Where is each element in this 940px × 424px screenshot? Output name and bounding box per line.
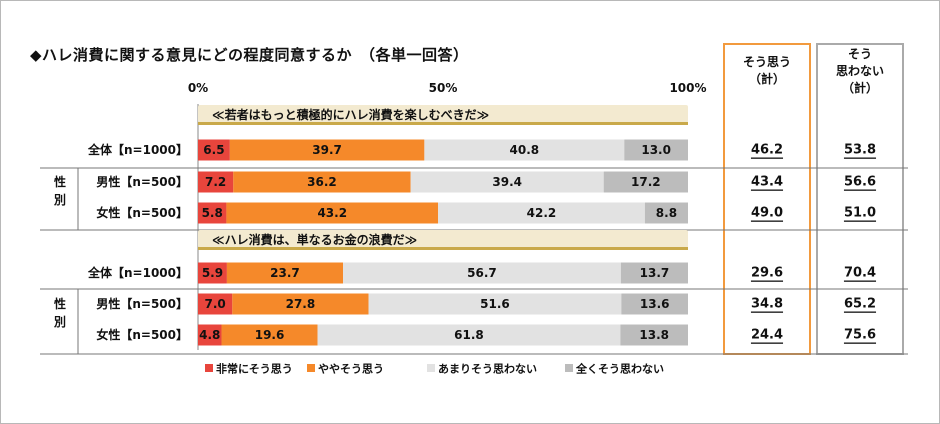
disagree-total-value: 51.0 [844,206,876,221]
bar-segment [226,262,344,284]
bar-data-label: 7.2 [205,175,226,189]
disagree-total-value: 53.8 [844,143,876,158]
row-label: 女性【n=500】 [96,327,188,342]
bar-data-label: 6.5 [203,143,224,157]
bar-segment [198,202,227,224]
bar-data-label: 42.2 [527,206,557,220]
bar-segment [317,324,621,346]
row-label: 全体【n=1000】 [87,142,188,157]
bar-data-label: 36.2 [307,175,337,189]
bar-data-label: 17.2 [631,175,661,189]
bar-segment [233,171,411,193]
bar-data-label: 19.6 [255,328,285,342]
disagree-header-line-2: 思わない [835,64,884,78]
legend-swatch [205,364,213,372]
bar-data-label: 40.8 [510,143,540,157]
bar-data-label: 8.8 [656,206,677,220]
bar-data-label: 7.0 [205,297,226,311]
bar-data-label: 4.8 [199,328,220,342]
statement-label: ≪若者はもっと積極的にハレ消費を楽しむべきだ≫ [212,107,489,122]
percent-tick-label: 100% [669,81,706,95]
legend-swatch [565,364,573,372]
statement-banner [198,105,688,123]
legend-swatch [427,364,435,372]
disagree-total-value: 65.2 [844,297,876,312]
disagree-header-line-1: そう [847,47,872,61]
agree-total-value: 24.4 [751,328,783,343]
legend-label: 非常にそう思う [216,362,293,376]
bar-segment [410,171,604,193]
bar-data-label: 43.2 [317,206,347,220]
agree-header-line-2: （計） [748,72,785,86]
bar-data-label: 56.7 [467,266,497,280]
bar-data-label: 51.6 [480,297,510,311]
bar-data-label: 5.9 [202,266,223,280]
bar-segment [624,139,688,161]
side-label-gender-1: 性 [53,174,66,189]
agree-total-value: 46.2 [751,143,783,158]
disagree-total-value: 75.6 [844,328,876,343]
agree-total-value: 29.6 [751,266,783,281]
agree-total-value: 43.4 [751,175,783,190]
disagree-total-header: そう 思わない （計） [817,46,903,97]
statement-banner [198,230,688,248]
bar-segment [343,262,621,284]
bar-data-label: 5.8 [202,206,223,220]
statement-label: ≪ハレ消費は、単なるお金の浪費だ≫ [212,232,417,247]
side-label-gender-1: 性 [53,296,66,311]
legend-label: ややそう思う [318,363,384,376]
bar-segment [198,324,222,346]
disagree-header-line-3: （計） [841,81,878,95]
bar-segment [198,293,233,315]
agree-header-line-1: そう思う [742,55,791,69]
legend-label: 全くそう思わない [575,362,664,376]
bar-segment [226,202,439,224]
bar-segment [621,293,688,315]
row-label: 女性【n=500】 [96,205,188,220]
bar-segment [603,171,688,193]
bar-segment [438,202,645,224]
agree-total-value: 49.0 [751,206,783,221]
disagree-total-value: 70.4 [844,266,876,281]
bar-segment [198,262,227,284]
agree-total-header: そう思う （計） [724,54,810,88]
disagree-total-value: 56.6 [844,175,876,190]
bar-data-label: 39.7 [312,143,342,157]
bar-data-label: 13.7 [640,266,670,280]
side-label-gender-2: 別 [53,315,66,329]
bar-segment [232,293,369,315]
side-label-gender-2: 別 [53,193,66,207]
bar-segment [229,139,425,161]
row-label: 全体【n=1000】 [87,265,188,280]
bar-data-label: 13.0 [641,143,671,157]
statement-banner-underline [198,247,688,250]
bar-segment [198,139,230,161]
bar-segment [620,262,688,284]
bar-segment [221,324,318,346]
row-label: 男性【n=500】 [96,174,188,189]
bar-data-label: 39.4 [492,175,522,189]
bar-segment [620,324,688,346]
agree-total-value: 34.8 [751,297,783,312]
bar-segment [368,293,622,315]
chart-title: ◆ハレ消費に関する意見にどの程度同意するか （各単一回答） [30,46,469,64]
legend-swatch [307,364,315,372]
bar-data-label: 13.8 [639,328,669,342]
percent-tick-label: 0% [188,81,208,95]
statement-banner-underline [198,122,688,125]
row-label: 男性【n=500】 [96,296,188,311]
bar-segment [424,139,625,161]
bar-segment [644,202,688,224]
legend-label: あまりそう思わない [438,363,537,376]
bar-segment [198,171,234,193]
bar-data-label: 13.6 [640,297,670,311]
bar-data-label: 23.7 [270,266,300,280]
bar-data-label: 61.8 [454,328,484,342]
bar-data-label: 27.8 [286,297,316,311]
percent-tick-label: 50% [429,81,458,95]
